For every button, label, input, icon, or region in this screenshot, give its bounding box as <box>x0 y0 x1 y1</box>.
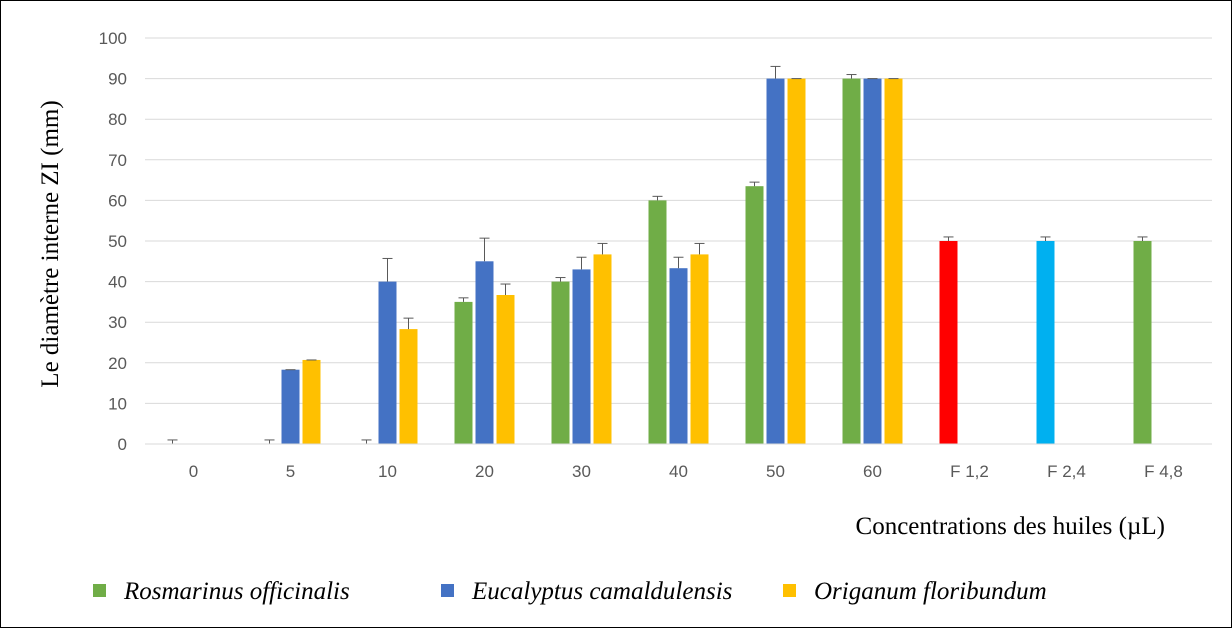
bar-origanum-floribundum-50 <box>787 78 806 444</box>
bar-rosmarinus-officinalis-40 <box>648 200 667 444</box>
legend-label-origanum-floribundum: Origanum floribundum <box>814 578 1047 605</box>
bar-eucalyptus-camaldulensis-40 <box>669 268 688 444</box>
bar-eucalyptus-camaldulensis-5 <box>281 369 300 444</box>
x-tick-label: 5 <box>286 462 295 481</box>
y-axis-title: Le diamètre interne ZI (mm) <box>37 100 64 387</box>
legend-swatch-rosmarinus-officinalis <box>93 584 106 597</box>
bar-control-f-4-8 <box>1133 241 1152 444</box>
x-tick-label: 50 <box>766 462 785 481</box>
bar-eucalyptus-camaldulensis-20 <box>475 261 494 444</box>
bar-rosmarinus-officinalis-60 <box>842 78 861 444</box>
x-tick-label: 20 <box>475 462 494 481</box>
legend-swatch-eucalyptus-camaldulensis <box>441 584 454 597</box>
bar-eucalyptus-camaldulensis-60 <box>863 78 882 444</box>
bar-origanum-floribundum-40 <box>690 254 709 444</box>
legend-swatch-origanum-floribundum <box>783 584 796 597</box>
y-tick-label: 60 <box>108 191 127 210</box>
bar-eucalyptus-camaldulensis-30 <box>572 269 591 444</box>
bar-origanum-floribundum-60 <box>884 78 903 444</box>
legend-label-rosmarinus-officinalis: Rosmarinus officinalis <box>123 578 350 605</box>
y-tick-label: 80 <box>108 110 127 129</box>
x-tick-label: F 4,8 <box>1144 462 1183 481</box>
y-tick-label: 40 <box>108 273 127 292</box>
y-tick-label: 50 <box>108 232 127 251</box>
y-tick-label: 90 <box>108 70 127 89</box>
x-tick-label: 40 <box>669 462 688 481</box>
bar-rosmarinus-officinalis-30 <box>551 281 570 444</box>
x-axis-title: Concentrations des huiles (µL) <box>856 513 1165 540</box>
bar-origanum-floribundum-5 <box>302 359 321 444</box>
y-tick-label: 0 <box>118 435 127 454</box>
y-tick-label: 10 <box>108 394 127 413</box>
y-tick-label: 100 <box>99 29 127 48</box>
bar-origanum-floribundum-30 <box>593 254 612 444</box>
legend-label-eucalyptus-camaldulensis: Eucalyptus camaldulensis <box>471 578 732 605</box>
bar-origanum-floribundum-10 <box>399 329 418 444</box>
bar-eucalyptus-camaldulensis-10 <box>378 281 397 444</box>
x-tick-label: F 2,4 <box>1047 462 1086 481</box>
x-tick-label: 0 <box>189 462 198 481</box>
bar-rosmarinus-officinalis-50 <box>745 186 764 444</box>
x-tick-label: 10 <box>378 462 397 481</box>
y-tick-label: 70 <box>108 151 127 170</box>
bar-eucalyptus-camaldulensis-50 <box>766 78 785 444</box>
bar-control-f-2-4 <box>1036 241 1055 444</box>
y-tick-label: 30 <box>108 313 127 332</box>
x-tick-label: F 1,2 <box>950 462 989 481</box>
y-tick-label: 20 <box>108 354 127 373</box>
bar-control-f-1-2 <box>939 241 958 444</box>
x-tick-label: 30 <box>572 462 591 481</box>
bar-origanum-floribundum-20 <box>496 294 515 444</box>
x-tick-label: 60 <box>863 462 882 481</box>
bar-rosmarinus-officinalis-20 <box>454 301 473 444</box>
